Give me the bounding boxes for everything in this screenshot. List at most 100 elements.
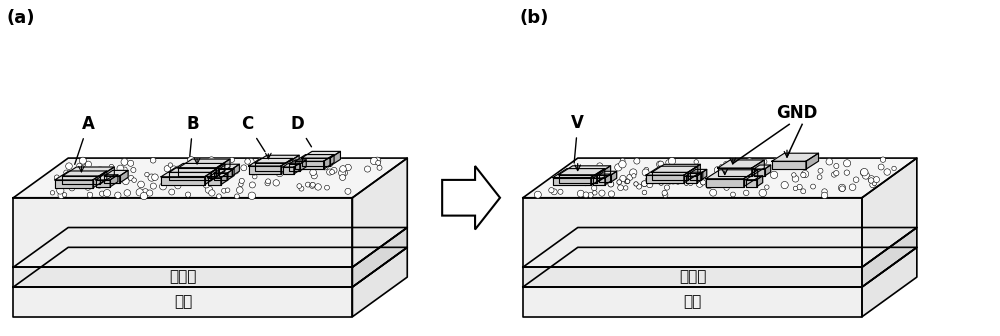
Circle shape (170, 166, 178, 173)
Circle shape (266, 179, 271, 184)
Polygon shape (599, 171, 617, 175)
Circle shape (658, 161, 664, 167)
Circle shape (577, 190, 584, 197)
Circle shape (627, 174, 633, 180)
Circle shape (205, 186, 213, 194)
Polygon shape (752, 160, 764, 176)
Polygon shape (806, 153, 819, 169)
Polygon shape (324, 155, 334, 169)
Circle shape (241, 165, 247, 171)
Circle shape (169, 189, 175, 195)
Circle shape (696, 180, 703, 187)
Polygon shape (862, 158, 917, 267)
Circle shape (175, 166, 180, 170)
Circle shape (239, 178, 244, 183)
Circle shape (276, 170, 283, 177)
Circle shape (793, 186, 798, 191)
Polygon shape (283, 167, 294, 174)
Circle shape (160, 183, 167, 190)
Polygon shape (701, 169, 707, 180)
Circle shape (79, 170, 83, 175)
Polygon shape (746, 176, 763, 180)
Polygon shape (599, 175, 611, 182)
Circle shape (190, 158, 197, 164)
Circle shape (880, 157, 886, 162)
Circle shape (645, 177, 651, 182)
Circle shape (276, 166, 281, 171)
Circle shape (618, 185, 623, 191)
Circle shape (659, 181, 663, 185)
Circle shape (124, 171, 128, 176)
Circle shape (592, 185, 597, 191)
Circle shape (663, 192, 668, 198)
Circle shape (573, 167, 580, 174)
Polygon shape (523, 227, 917, 267)
Circle shape (770, 171, 778, 178)
Text: V: V (571, 114, 584, 163)
Circle shape (549, 187, 554, 193)
Text: (b): (b) (520, 9, 549, 27)
Circle shape (222, 188, 226, 193)
Circle shape (884, 169, 890, 175)
Circle shape (723, 161, 730, 168)
Circle shape (152, 174, 158, 180)
Circle shape (150, 158, 156, 163)
Circle shape (730, 178, 734, 182)
Circle shape (657, 172, 663, 178)
Circle shape (208, 157, 215, 164)
Circle shape (50, 191, 55, 195)
Circle shape (709, 178, 714, 184)
Polygon shape (523, 287, 862, 317)
Circle shape (315, 184, 321, 190)
Circle shape (145, 172, 149, 177)
Circle shape (58, 176, 64, 182)
Circle shape (121, 159, 128, 165)
Circle shape (624, 179, 629, 184)
Polygon shape (706, 179, 744, 186)
Circle shape (583, 192, 589, 198)
Polygon shape (718, 168, 752, 176)
Polygon shape (523, 198, 862, 267)
Circle shape (551, 189, 557, 195)
Circle shape (79, 175, 85, 181)
Circle shape (148, 174, 155, 181)
Circle shape (327, 169, 333, 175)
Circle shape (262, 166, 270, 173)
Polygon shape (13, 247, 407, 287)
Circle shape (801, 189, 806, 194)
Circle shape (792, 173, 796, 177)
Circle shape (331, 167, 337, 173)
Circle shape (65, 171, 72, 178)
Circle shape (77, 180, 84, 187)
Circle shape (676, 180, 680, 184)
Text: A: A (75, 115, 95, 164)
Circle shape (667, 180, 672, 184)
Circle shape (317, 158, 324, 165)
Circle shape (861, 168, 868, 176)
Polygon shape (686, 176, 697, 183)
Polygon shape (754, 165, 771, 169)
Polygon shape (686, 172, 703, 176)
Circle shape (305, 182, 310, 187)
Circle shape (265, 180, 270, 186)
Circle shape (69, 185, 75, 191)
Polygon shape (281, 159, 293, 174)
Circle shape (642, 169, 649, 176)
Polygon shape (553, 169, 605, 177)
Polygon shape (62, 176, 100, 184)
Polygon shape (161, 177, 205, 185)
Polygon shape (294, 163, 300, 174)
Circle shape (79, 157, 86, 164)
Polygon shape (646, 175, 684, 183)
Circle shape (662, 167, 667, 172)
Circle shape (187, 157, 195, 164)
Polygon shape (283, 163, 300, 167)
Circle shape (376, 160, 381, 165)
Circle shape (128, 175, 134, 181)
Polygon shape (55, 171, 107, 180)
Circle shape (248, 158, 254, 165)
Polygon shape (227, 169, 234, 180)
Circle shape (844, 170, 850, 175)
Polygon shape (744, 170, 758, 186)
Polygon shape (523, 158, 917, 198)
